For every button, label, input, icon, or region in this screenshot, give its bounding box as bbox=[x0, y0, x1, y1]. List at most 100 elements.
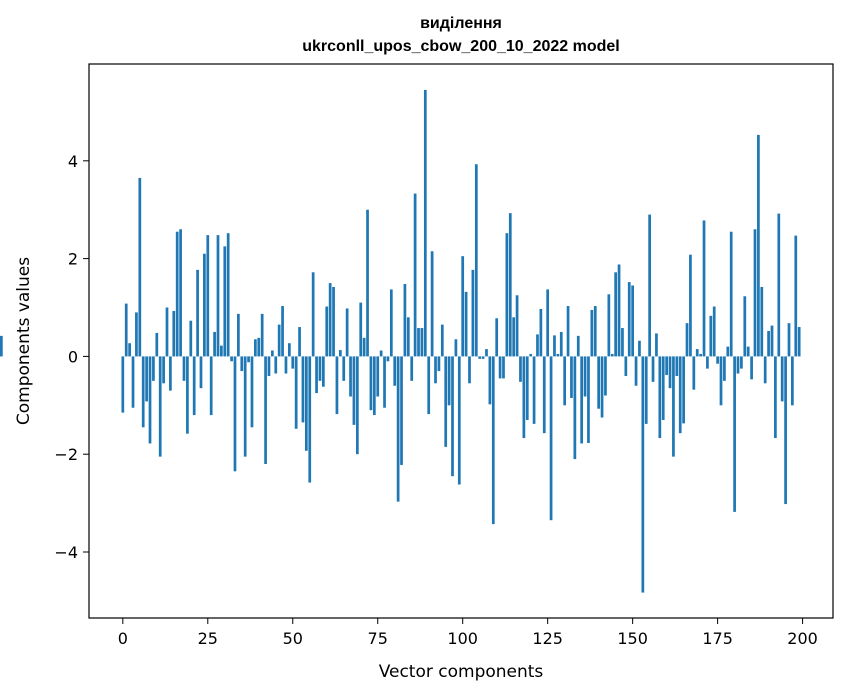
bar bbox=[298, 327, 301, 357]
bar bbox=[257, 337, 261, 357]
bar bbox=[199, 356, 203, 389]
bar bbox=[158, 356, 162, 457]
bar bbox=[233, 356, 237, 472]
bar bbox=[451, 356, 454, 477]
bar bbox=[478, 356, 482, 359]
bar bbox=[505, 233, 509, 357]
bar bbox=[668, 356, 672, 389]
bar bbox=[519, 356, 522, 382]
bar bbox=[566, 306, 570, 357]
bar bbox=[587, 356, 590, 443]
bar bbox=[175, 231, 179, 357]
bar bbox=[148, 356, 152, 444]
bar bbox=[345, 308, 349, 357]
bar bbox=[423, 89, 427, 357]
bar bbox=[308, 356, 312, 483]
bar bbox=[784, 356, 787, 505]
bar bbox=[658, 356, 662, 439]
x-tick-label: 125 bbox=[532, 629, 563, 648]
bar bbox=[155, 332, 159, 357]
bar bbox=[604, 356, 607, 396]
bar bbox=[366, 209, 369, 357]
bar bbox=[304, 356, 308, 451]
bar bbox=[243, 356, 247, 457]
bar bbox=[641, 356, 645, 593]
bar bbox=[740, 356, 743, 369]
bar bbox=[182, 356, 186, 381]
bar bbox=[315, 356, 318, 394]
bar bbox=[580, 356, 584, 444]
y-axis-ticks: −4 −2 0 2 4 bbox=[54, 152, 89, 562]
bar bbox=[291, 356, 295, 369]
bar bbox=[318, 356, 322, 381]
bar bbox=[406, 317, 410, 357]
bar bbox=[376, 356, 380, 397]
bar bbox=[352, 356, 356, 425]
bar bbox=[553, 335, 556, 357]
bar bbox=[386, 356, 390, 362]
bar bbox=[267, 356, 271, 376]
bar bbox=[797, 327, 801, 357]
bar bbox=[179, 229, 182, 357]
bar bbox=[689, 254, 692, 357]
bar bbox=[237, 313, 240, 357]
bar bbox=[247, 356, 250, 363]
bar bbox=[383, 356, 386, 408]
bar bbox=[457, 356, 461, 485]
bar bbox=[471, 269, 475, 357]
bar bbox=[502, 356, 505, 379]
bar bbox=[124, 303, 128, 357]
bar bbox=[254, 339, 257, 357]
bar bbox=[321, 356, 325, 387]
bar bbox=[420, 328, 424, 357]
bar bbox=[651, 356, 655, 382]
bar bbox=[593, 306, 597, 357]
bar bbox=[417, 328, 420, 357]
bar bbox=[196, 269, 199, 357]
bar bbox=[209, 356, 213, 416]
bar bbox=[498, 356, 502, 379]
bar bbox=[355, 356, 359, 455]
bar bbox=[699, 353, 702, 357]
bar bbox=[672, 356, 675, 457]
bar bbox=[485, 349, 488, 357]
y-tick-label: −2 bbox=[54, 445, 78, 464]
bar bbox=[495, 318, 499, 357]
bar bbox=[508, 213, 512, 357]
bar bbox=[444, 356, 448, 447]
bar bbox=[220, 345, 223, 357]
bar bbox=[532, 356, 536, 424]
bar bbox=[695, 349, 699, 357]
bar bbox=[145, 356, 148, 402]
bar bbox=[787, 323, 791, 357]
bar bbox=[135, 312, 138, 357]
x-tick-label: 50 bbox=[283, 629, 303, 648]
bar bbox=[736, 356, 740, 374]
bar bbox=[576, 335, 580, 357]
bar bbox=[403, 284, 407, 357]
bar bbox=[726, 346, 730, 357]
bar bbox=[542, 356, 546, 434]
bar bbox=[400, 356, 403, 465]
bar bbox=[627, 282, 631, 357]
bar bbox=[665, 356, 668, 375]
bar bbox=[525, 356, 529, 420]
bar bbox=[372, 356, 376, 416]
bar bbox=[661, 356, 665, 420]
bar bbox=[610, 353, 614, 357]
plot-frame bbox=[88, 63, 834, 619]
bar bbox=[389, 289, 393, 357]
bar bbox=[325, 306, 329, 357]
bar bbox=[288, 343, 291, 357]
x-axis-label: Vector components bbox=[379, 662, 544, 682]
x-tick-label: 25 bbox=[198, 629, 218, 648]
bar bbox=[165, 307, 169, 357]
bar bbox=[488, 356, 492, 405]
bar bbox=[777, 213, 781, 357]
bar bbox=[481, 356, 485, 359]
bar bbox=[437, 356, 441, 372]
bar-series bbox=[0, 89, 801, 593]
bar bbox=[617, 264, 621, 357]
bar bbox=[294, 356, 298, 429]
